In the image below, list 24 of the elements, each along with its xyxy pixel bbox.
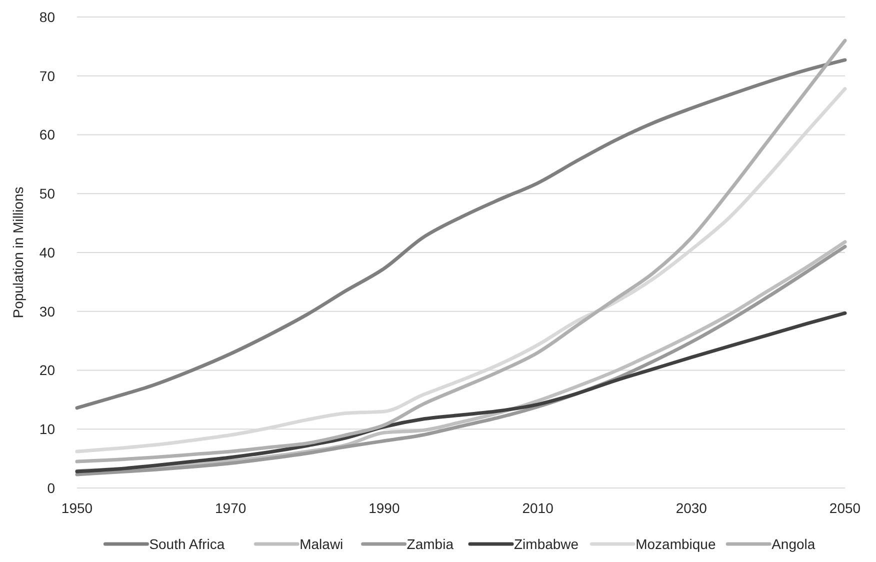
- legend-label: Angola: [772, 536, 816, 552]
- x-tick-label: 1950: [61, 500, 93, 516]
- y-tick-label: 50: [39, 186, 56, 202]
- y-tick-label: 0: [47, 480, 56, 496]
- y-tick-label: 20: [39, 362, 56, 378]
- legend-label: Mozambique: [636, 536, 716, 552]
- x-tick-label: 1990: [368, 500, 400, 516]
- legend-label: Zimbabwe: [514, 536, 579, 552]
- line-series: [75, 58, 847, 410]
- y-axis-title: Population in Millions: [10, 186, 26, 318]
- legend-label: Malawi: [300, 536, 344, 552]
- x-tick-label: 2030: [676, 500, 708, 516]
- x-tick-label: 1970: [215, 500, 246, 516]
- y-tick-label: 70: [39, 68, 56, 84]
- legend-label: South Africa: [149, 536, 225, 552]
- y-tick-label: 60: [39, 126, 56, 143]
- line-series: [75, 311, 847, 474]
- y-tick-label: 10: [39, 421, 56, 438]
- y-tick-label: 80: [39, 8, 56, 25]
- x-tick-label: 2010: [522, 500, 554, 516]
- x-tick-label: 2050: [829, 500, 861, 516]
- legend-label: Zambia: [406, 536, 454, 552]
- y-tick-label: 40: [39, 244, 56, 260]
- y-tick-label: 30: [39, 303, 56, 320]
